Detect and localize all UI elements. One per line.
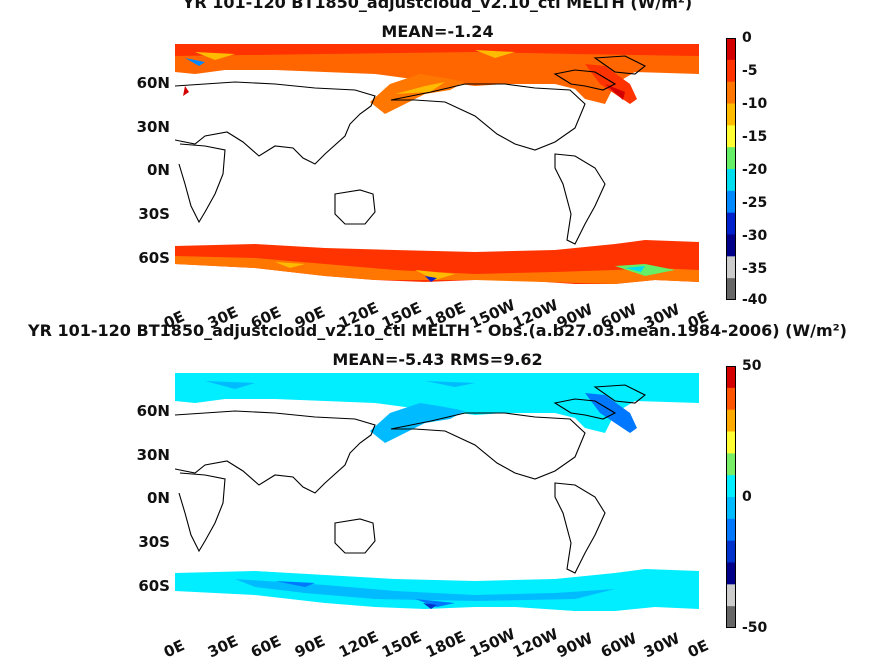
top-cb-tick: -20 <box>742 162 768 178</box>
bottom-map <box>175 373 699 624</box>
top-panel-title: YR 101-120 BT1850_adjustcloud_v2.10_ctl … <box>182 0 693 12</box>
top-panel-subtitle: MEAN=-1.24 <box>381 23 494 41</box>
bottom-lon-label: 0E <box>161 636 188 661</box>
top-cb-tick: 0 <box>742 30 752 46</box>
colorbar-swatch <box>726 103 736 126</box>
colorbar-swatch <box>726 540 736 563</box>
top-cb-tick: -10 <box>742 96 768 112</box>
bottom-southern-field <box>175 569 699 611</box>
bottom-panel-subtitle: MEAN=-5.43 RMS=9.62 <box>332 351 543 369</box>
top-cb-tick: -25 <box>742 195 768 211</box>
bottom-cb-tick: 50 <box>742 358 762 374</box>
colorbar-swatch <box>726 147 736 170</box>
colorbar-swatch <box>726 409 736 432</box>
colorbar-swatch <box>726 497 736 520</box>
colorbar-swatch <box>726 562 736 585</box>
bottom-cb-tick: 0 <box>742 489 752 505</box>
bottom-colorbar <box>726 366 736 628</box>
colorbar-swatch <box>726 387 736 411</box>
bottom-lon-label: 90E <box>292 631 328 661</box>
top-lat-label: 60N <box>136 74 170 92</box>
colorbar-swatch <box>726 81 736 104</box>
colorbar-swatch <box>726 212 736 235</box>
top-cb-tick: -30 <box>742 228 768 244</box>
colorbar-swatch <box>726 169 736 192</box>
top-lat-label: 60S <box>138 249 170 267</box>
top-cb-tick: -15 <box>742 129 768 145</box>
colorbar-swatch <box>726 475 736 498</box>
colorbar-swatch <box>726 431 736 454</box>
bottom-lat-label: 60S <box>138 577 170 595</box>
colorbar-swatch <box>726 366 736 389</box>
bottom-lat-label: 30N <box>136 446 170 464</box>
top-cb-tick: -35 <box>742 261 768 277</box>
colorbar-swatch <box>726 38 736 61</box>
colorbar-swatch <box>726 234 736 257</box>
top-lat-label: 0N <box>147 161 170 179</box>
colorbar-swatch <box>726 606 736 628</box>
bottom-lon-label: 30E <box>204 631 241 661</box>
colorbar-swatch <box>726 453 736 476</box>
bottom-lat-label: 30S <box>138 533 170 551</box>
top-cb-tick: -5 <box>742 63 758 79</box>
colorbar-swatch <box>726 584 736 607</box>
colorbar-swatch <box>726 278 736 300</box>
bottom-panel-title: YR 101-120 BT1850_adjustcloud_v2.10_ctl … <box>28 322 847 340</box>
top-lat-label: 30S <box>138 205 170 223</box>
bottom-lon-label: 30W <box>641 629 683 661</box>
bottom-lat-label: 60N <box>136 402 170 420</box>
top-arctic-field <box>175 44 699 104</box>
bottom-lon-label: 60W <box>597 629 640 661</box>
colorbar-swatch <box>726 256 736 279</box>
top-lat-label: 30N <box>136 118 170 136</box>
colorbar-swatch <box>726 190 736 214</box>
top-cb-tick: -40 <box>742 292 768 308</box>
bottom-lon-label: 60E <box>248 631 285 661</box>
bottom-arctic-field <box>175 373 699 433</box>
bottom-lat-label: 0N <box>147 489 170 507</box>
bottom-cb-tick: -50 <box>742 620 768 636</box>
bottom-lon-label: 0E <box>685 636 712 661</box>
colorbar-swatch <box>726 518 736 542</box>
top-map <box>175 44 699 295</box>
colorbar-swatch <box>726 59 736 83</box>
bottom-lon-label: 90W <box>554 629 596 661</box>
top-colorbar <box>726 38 736 300</box>
colorbar-swatch <box>726 125 736 148</box>
